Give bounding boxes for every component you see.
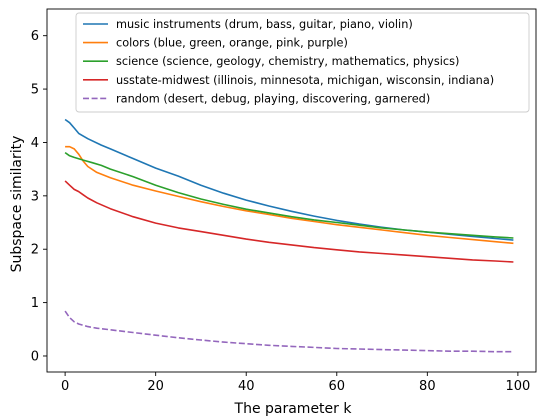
x-tick-label: 40 [238, 379, 255, 394]
x-tick-label: 80 [419, 379, 436, 394]
x-tick-label: 100 [505, 379, 530, 394]
legend-label-1: colors (blue, green, orange, pink, purpl… [116, 37, 348, 50]
legend: music instruments (drum, bass, guitar, p… [75, 12, 530, 113]
axes-layer: 0 20 40 60 80 100 0 1 2 3 4 5 6 [31, 8, 537, 394]
x-axis-label: The parameter k [234, 401, 353, 416]
x-tick-label: 20 [147, 379, 164, 394]
legend-label-2: science (science, geology, chemistry, ma… [116, 55, 459, 68]
series-line-2 [64, 151, 514, 239]
y-tick-label: 6 [31, 29, 39, 44]
y-tick-label: 1 [31, 296, 39, 311]
y-tick-label: 5 [31, 83, 39, 98]
x-tick-label: 0 [61, 379, 69, 394]
y-tick-label: 4 [31, 136, 39, 151]
series-line-4 [64, 310, 514, 353]
series-line-0 [64, 118, 514, 241]
x-tick-label: 60 [329, 379, 346, 394]
legend-label-0: music instruments (drum, bass, guitar, p… [116, 18, 413, 31]
y-tick-label: 0 [31, 349, 39, 364]
legend-label-4: random (desert, debug, playing, discover… [116, 92, 430, 105]
y-tick-label: 3 [31, 189, 39, 204]
y-tick-label: 2 [31, 243, 39, 258]
legend-label-3: usstate-midwest (illinois, minnesota, mi… [116, 74, 494, 87]
series-line-3 [64, 180, 514, 263]
plot-frame [46, 8, 537, 373]
series-layer [64, 118, 514, 353]
series-line-1 [65, 145, 514, 245]
y-axis-label: Subspace similarity [9, 136, 25, 273]
legend-box [75, 12, 530, 113]
